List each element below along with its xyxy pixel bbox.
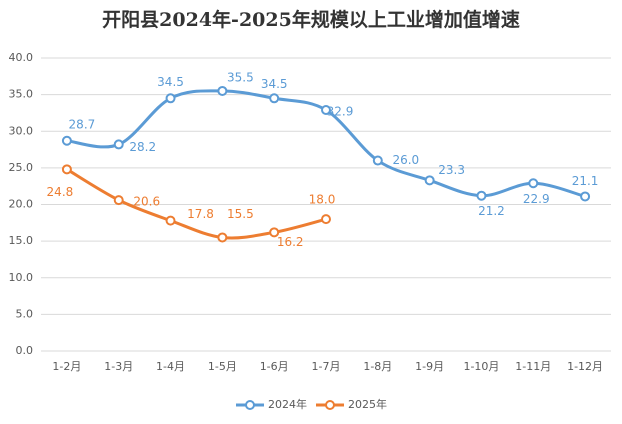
marker: [113, 139, 124, 150]
data-label: 32.9: [327, 105, 354, 119]
marker: [321, 105, 331, 116]
y-tick-label: 5.0: [16, 307, 34, 320]
x-tick-label: 1-5月: [208, 360, 237, 373]
data-label: 28.2: [129, 140, 156, 154]
data-label: 34.5: [261, 77, 288, 91]
marker: [424, 175, 435, 186]
y-tick-label: 30.0: [9, 124, 34, 137]
marker: [217, 232, 228, 243]
x-tick-label: 1-2月: [52, 360, 81, 373]
data-label: 22.9: [523, 192, 550, 206]
marker: [269, 93, 280, 104]
data-label: 35.5: [227, 70, 254, 84]
y-tick-label: 10.0: [9, 271, 34, 284]
data-label: 15.5: [227, 207, 254, 221]
data-label: 26.0: [392, 153, 419, 167]
data-label: 21.1: [572, 174, 599, 188]
x-tick-label: 1-7月: [312, 360, 341, 373]
data-label: 18.0: [309, 193, 336, 207]
data-label: 24.8: [47, 185, 74, 199]
legend-marker: [245, 400, 255, 410]
marker: [269, 227, 280, 238]
marker: [165, 93, 176, 104]
y-tick-label: 40.0: [9, 51, 34, 64]
data-label: 17.8: [187, 207, 214, 221]
x-tick-label: 1-12月: [567, 360, 603, 373]
legend-marker: [325, 400, 335, 410]
data-label: 23.3: [438, 163, 465, 177]
marker: [580, 191, 591, 202]
legend-label: 2025年: [348, 397, 387, 411]
y-tick-label: 35.0: [9, 88, 34, 101]
x-tick-label: 1-9月: [415, 360, 444, 373]
y-tick-label: 25.0: [9, 161, 34, 174]
marker: [372, 155, 383, 166]
marker: [476, 190, 487, 201]
data-label: 28.7: [69, 117, 96, 131]
marker: [217, 85, 228, 96]
marker: [113, 195, 124, 206]
marker: [61, 164, 72, 175]
x-tick-label: 1-6月: [260, 360, 289, 373]
x-tick-label: 1-8月: [363, 360, 392, 373]
x-tick-label: 1-11月: [515, 360, 551, 373]
marker: [321, 214, 331, 225]
legend-label: 2024年: [268, 397, 307, 411]
data-label: 21.2: [478, 204, 505, 218]
marker: [528, 178, 539, 189]
x-tick-label: 1-10月: [463, 360, 499, 373]
data-label: 16.2: [277, 235, 304, 249]
marker: [61, 135, 72, 146]
chart-title: 开阳县2024年-2025年规模以上工业增加值增速: [102, 8, 520, 31]
y-tick-label: 0.0: [16, 344, 34, 357]
y-tick-label: 15.0: [9, 234, 34, 247]
marker: [165, 215, 176, 226]
data-label: 34.5: [157, 75, 184, 89]
x-tick-label: 1-3月: [104, 360, 133, 373]
data-label: 20.6: [133, 195, 160, 209]
x-tick-label: 1-4月: [156, 360, 185, 373]
y-tick-label: 20.0: [9, 198, 34, 211]
